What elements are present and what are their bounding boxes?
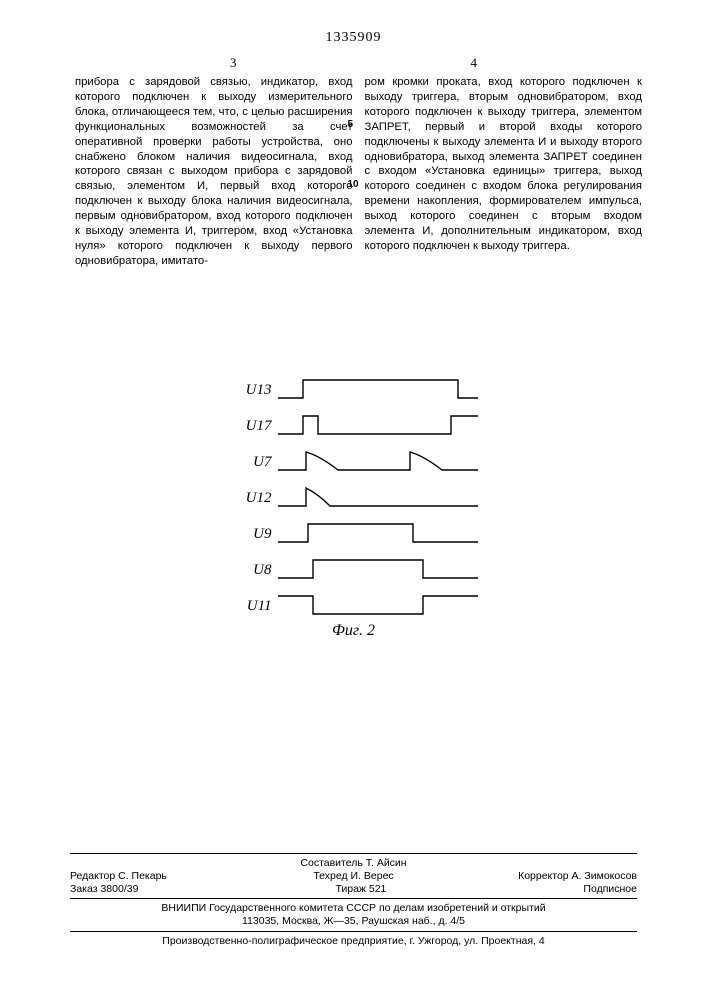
waveform-svg [278,414,478,436]
waveform-svg [278,558,478,580]
footer-press: Производственно-полиграфическое предприя… [70,935,637,948]
waveform-label: U7 [230,454,278,472]
waveform-row: U7 [0,442,707,472]
waveform-row: U11 [0,586,707,616]
waveform-row: U13 [0,370,707,400]
patent-number: 1335909 [0,30,707,46]
waveform-label: U17 [230,418,278,436]
waveform-label: U11 [230,598,278,616]
right-column: ром кромки проката, вход которого подклю… [359,75,643,269]
waveform-svg [278,450,478,472]
waveform-svg [278,378,478,400]
waveform-row: U8 [0,550,707,580]
footer-composer: Составитель Т. Айсин [70,857,637,870]
waveform-row: U9 [0,514,707,544]
waveform-row: U17 [0,406,707,436]
footer-org2: 113035, Москва, Ж—35, Раушская наб., д. … [70,915,637,928]
footer-circulation: Тираж 521 [335,883,386,895]
footer-org1: ВНИИПИ Государственного комитета СССР по… [70,902,637,915]
waveform-label: U12 [230,490,278,508]
footer-subscription: Подписное [583,883,637,895]
waveform-svg [278,594,478,616]
waveform-label: U8 [230,562,278,580]
waveform-label: U13 [230,382,278,400]
page-number-left: 3 [230,55,237,71]
figure-caption: Фиг. 2 [0,622,707,640]
text-columns: прибора с зарядовой связью, индикатор, в… [75,75,642,269]
waveform-label: U9 [230,526,278,544]
footer-tech: Техред И. Верес [259,870,448,882]
footer-editor: Редактор С. Пекарь [70,870,259,882]
page-number-right: 4 [471,55,478,71]
waveform-row: U12 [0,478,707,508]
timing-diagram: U13 U17 U7 U12 U9 U8 U11 Фиг. 2 [0,370,707,640]
footer-order: Заказ 3800/39 [70,883,138,895]
left-column: прибора с зарядовой связью, индикатор, в… [75,75,359,269]
footer: Составитель Т. Айсин Редактор С. Пекарь … [70,850,637,949]
footer-corrector: Корректор А. Зимокосов [448,870,637,882]
waveform-svg [278,486,478,508]
waveform-svg [278,522,478,544]
